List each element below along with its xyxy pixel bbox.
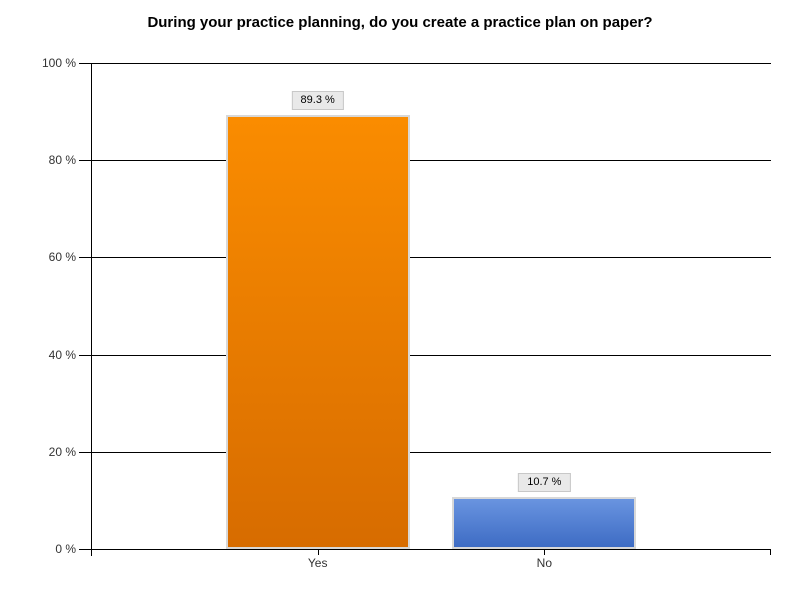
y-axis-label: 60 % xyxy=(48,250,76,265)
gridline xyxy=(91,451,771,453)
y-axis-label: 20 % xyxy=(48,444,76,459)
y-axis-tick xyxy=(79,160,91,162)
bar-yes xyxy=(225,115,410,549)
gridline xyxy=(91,549,771,550)
y-axis-tick xyxy=(79,451,91,453)
gridline xyxy=(91,257,771,259)
category-label: No xyxy=(536,556,552,570)
x-axis-tick xyxy=(544,549,546,555)
bar-no xyxy=(452,496,637,549)
gridline xyxy=(91,160,771,162)
chart-title: During your practice planning, do you cr… xyxy=(147,14,653,31)
category-label: Yes xyxy=(307,556,328,570)
value-label: 10.7 % xyxy=(518,472,571,492)
value-label: 89.3 % xyxy=(291,91,344,110)
gridline xyxy=(91,354,771,356)
y-axis-tick xyxy=(79,63,91,64)
y-axis-tick xyxy=(79,354,91,356)
y-axis-label: 100 % xyxy=(41,56,76,70)
y-axis-line xyxy=(91,63,92,556)
y-axis-tick xyxy=(79,549,91,550)
y-axis-label: 40 % xyxy=(48,347,76,362)
y-axis-label: 80 % xyxy=(48,153,76,168)
gridline xyxy=(91,63,771,64)
x-axis-tick xyxy=(317,549,319,555)
y-axis-label: 0 % xyxy=(55,542,76,556)
x-axis-end-tick xyxy=(770,549,771,555)
y-axis-tick xyxy=(79,257,91,259)
